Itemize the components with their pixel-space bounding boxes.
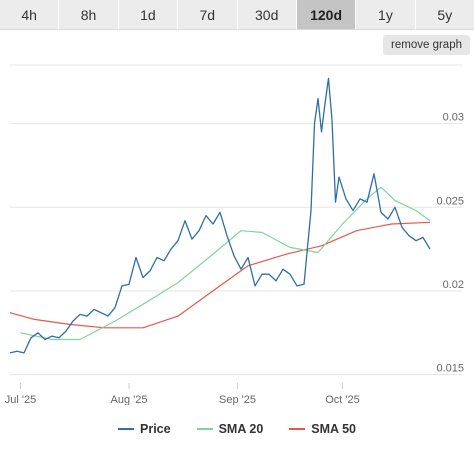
legend-swatch [289,428,306,430]
remove-graph-button[interactable]: remove graph [383,35,470,55]
x-tick-label: Sep '25 [219,394,256,405]
tab-4h[interactable]: 4h [0,0,60,30]
x-tick-label: Jul '25 [5,394,36,405]
series-line-sma-50 [9,221,431,329]
legend-label: SMA 50 [311,422,356,436]
legend-item-price[interactable]: Price [118,422,171,436]
tab-8h[interactable]: 8h [59,0,119,30]
legend-label: Price [140,422,171,436]
series-line-sma-20 [20,186,431,341]
y-tick-label: 0.02 [443,279,464,291]
legend-item-sma-50[interactable]: SMA 50 [289,422,356,436]
tab-1d[interactable]: 1d [118,0,179,30]
tab-1y[interactable]: 1y [356,0,416,30]
legend-swatch [196,428,213,430]
y-tick-label: 0.015 [436,363,464,375]
y-tick-label: 0.025 [436,195,464,207]
series-line-price [9,77,431,354]
tab-7d[interactable]: 7d [178,0,238,30]
y-tick-label: 0.03 [443,112,464,124]
tab-120d[interactable]: 120d [296,0,357,30]
tab-5y[interactable]: 5y [415,0,474,30]
legend-item-sma-20[interactable]: SMA 20 [196,422,264,436]
chart-legend: Price SMA 20 SMA 50 [0,418,474,440]
price-chart: 0.015 0.02 0.025 0.03 Jul '25 Aug '25 Sep '25 O… [5,64,464,405]
legend-swatch [118,428,134,430]
tab-30d[interactable]: 30d [237,0,297,30]
legend-label: SMA 20 [218,422,264,436]
x-tick-label: Oct '25 [325,394,360,405]
timeframe-tabs: 4h 8h 1d 7d 30d 120d 1y 5y [0,0,474,31]
x-tick-label: Aug '25 [111,394,148,405]
